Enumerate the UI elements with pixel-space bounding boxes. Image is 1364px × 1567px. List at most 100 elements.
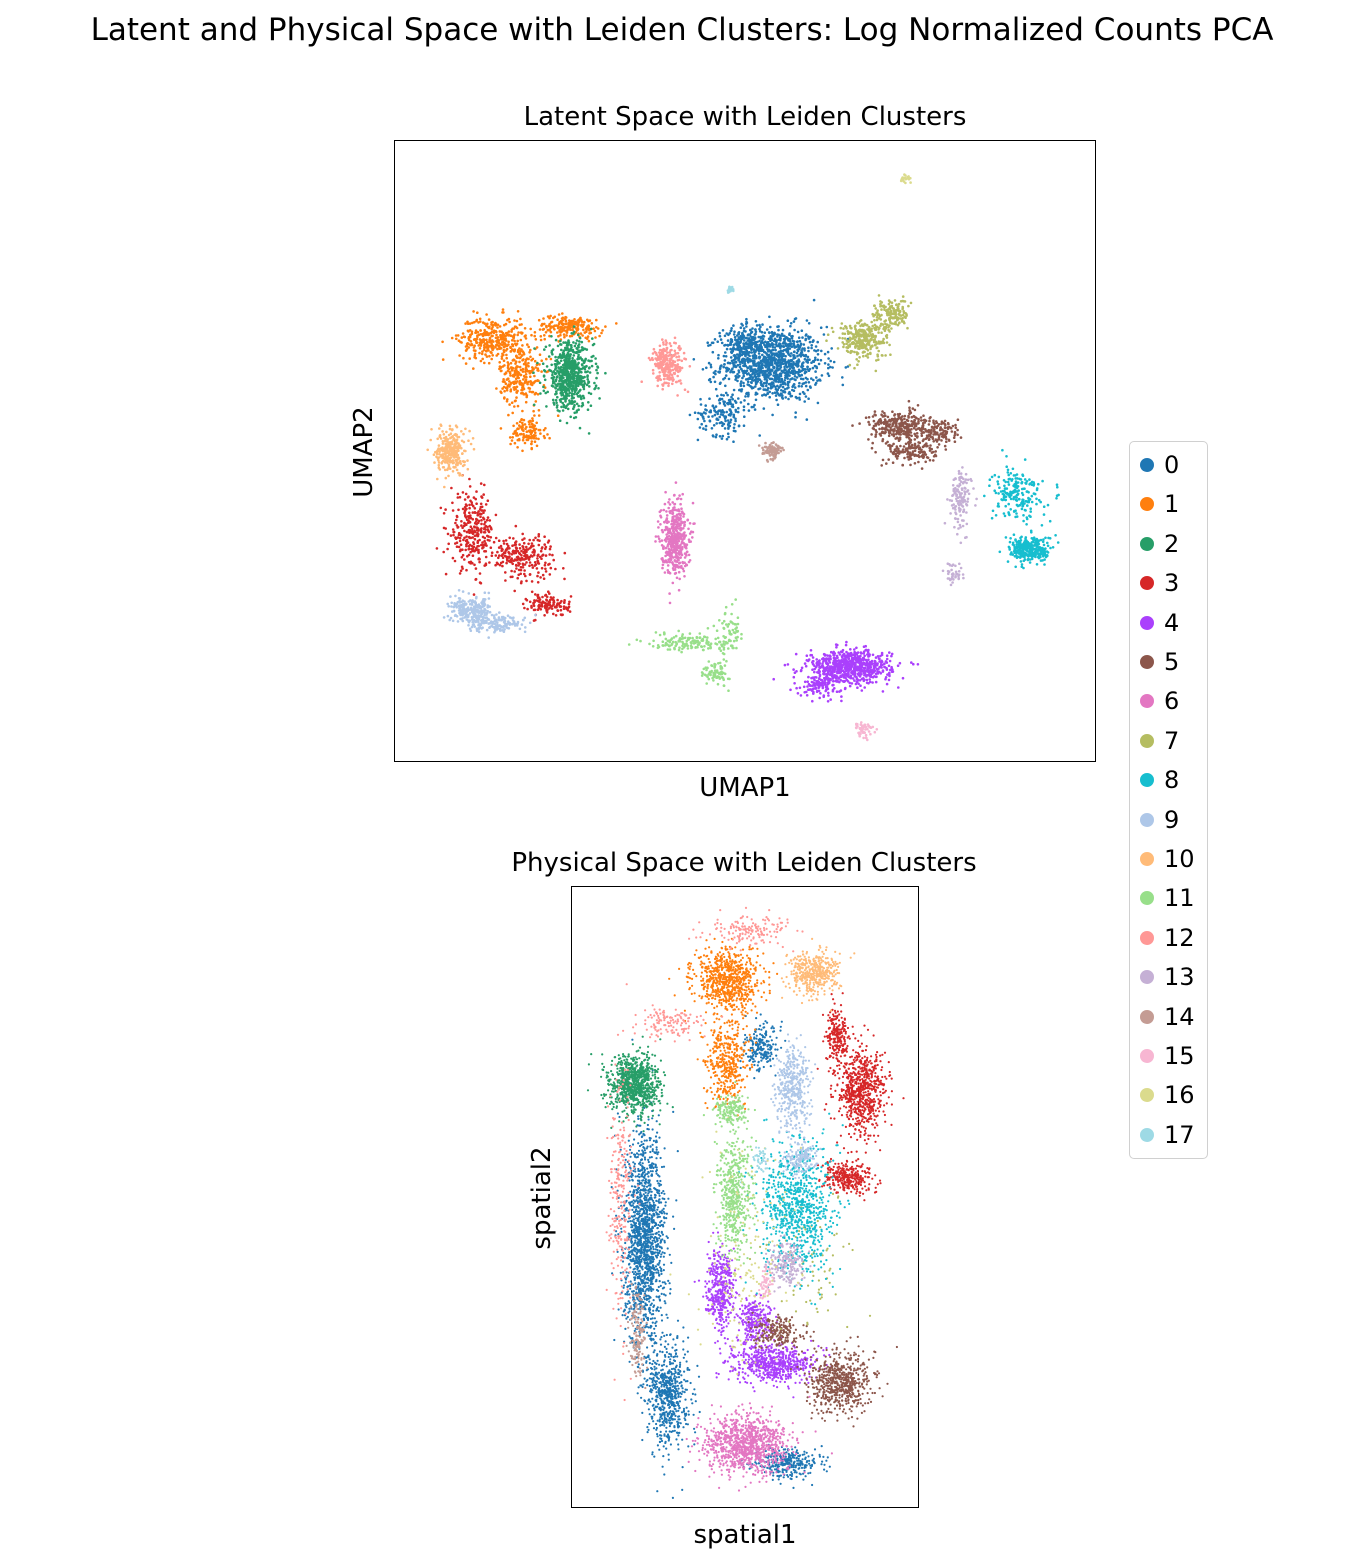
scatter-point bbox=[750, 351, 753, 354]
scatter-point bbox=[483, 543, 486, 546]
scatter-point bbox=[776, 354, 779, 358]
scatter-point bbox=[473, 356, 476, 359]
scatter-point bbox=[604, 325, 607, 328]
scatter-point bbox=[857, 655, 861, 658]
scatter-point bbox=[898, 432, 901, 436]
scatter-point bbox=[524, 360, 527, 364]
scatter-point bbox=[750, 347, 753, 351]
scatter-point bbox=[780, 361, 784, 365]
scatter-point bbox=[743, 359, 747, 363]
scatter-point bbox=[560, 355, 564, 358]
scatter-point bbox=[478, 351, 481, 355]
scatter-point bbox=[885, 682, 889, 686]
scatter-point bbox=[543, 436, 546, 440]
scatter-point bbox=[754, 355, 757, 358]
scatter-point bbox=[885, 657, 889, 661]
scatter-point bbox=[516, 365, 519, 368]
scatter-point bbox=[527, 380, 530, 384]
scatter-point bbox=[473, 534, 477, 538]
scatter-point bbox=[787, 339, 790, 342]
scatter-point bbox=[845, 678, 849, 682]
scatter-point bbox=[860, 662, 863, 666]
scatter-point bbox=[773, 346, 777, 349]
scatter-point bbox=[787, 386, 790, 389]
scatter-point bbox=[556, 395, 559, 399]
scatter-point bbox=[520, 549, 523, 553]
scatter-point bbox=[870, 661, 873, 665]
scatter-point bbox=[530, 590, 534, 594]
scatter-point bbox=[854, 672, 857, 675]
scatter-point bbox=[920, 467, 924, 470]
scatter-point bbox=[826, 683, 829, 686]
scatter-point bbox=[485, 518, 489, 522]
scatter-point bbox=[912, 414, 916, 418]
scatter-point bbox=[753, 373, 757, 377]
scatter-point bbox=[727, 361, 730, 365]
scatter-point bbox=[881, 415, 885, 418]
scatter-point bbox=[505, 378, 509, 381]
scatter-point bbox=[463, 524, 466, 527]
scatter-point bbox=[793, 682, 796, 685]
scatter-point bbox=[792, 361, 795, 364]
scatter-point bbox=[715, 422, 718, 425]
scatter-point bbox=[522, 387, 526, 391]
scatter-point bbox=[504, 337, 507, 340]
scatter-point bbox=[724, 419, 727, 423]
scatter-point bbox=[506, 318, 509, 322]
scatter-point bbox=[521, 421, 524, 425]
scatter-point bbox=[772, 343, 775, 346]
scatter-point bbox=[882, 431, 886, 434]
scatter-point bbox=[593, 387, 596, 391]
scatter-point bbox=[703, 419, 706, 423]
scatter-point bbox=[475, 502, 478, 506]
scatter-point bbox=[544, 545, 548, 549]
scatter-point bbox=[564, 386, 567, 390]
scatter-point bbox=[543, 337, 546, 341]
scatter-point bbox=[790, 337, 794, 340]
scatter-point bbox=[908, 409, 912, 413]
scatter-point bbox=[864, 666, 867, 670]
scatter-point bbox=[887, 458, 890, 461]
scatter-point bbox=[818, 666, 821, 669]
scatter-point bbox=[781, 394, 784, 397]
scatter-point bbox=[503, 396, 506, 399]
scatter-point bbox=[757, 377, 760, 381]
scatter-point bbox=[559, 377, 562, 380]
scatter-point bbox=[734, 374, 737, 378]
scatter-point bbox=[595, 326, 598, 329]
scatter-point bbox=[875, 675, 878, 678]
scatter-point bbox=[781, 382, 785, 386]
scatter-point bbox=[913, 419, 916, 422]
scatter-point bbox=[502, 353, 505, 357]
scatter-point bbox=[873, 669, 876, 673]
scatter-point bbox=[832, 360, 836, 364]
scatter-point bbox=[564, 316, 568, 319]
scatter-point bbox=[736, 379, 739, 383]
scatter-point bbox=[518, 424, 521, 427]
scatter-point bbox=[533, 549, 536, 553]
scatter-point bbox=[724, 355, 728, 358]
scatter-point bbox=[811, 676, 815, 679]
scatter-point bbox=[537, 553, 540, 557]
scatter-point bbox=[765, 388, 768, 392]
scatter-point bbox=[539, 338, 543, 342]
scatter-point bbox=[748, 333, 752, 336]
scatter-point bbox=[588, 371, 592, 374]
scatter-point bbox=[734, 348, 738, 351]
scatter-point bbox=[771, 386, 774, 389]
scatter-point bbox=[768, 315, 771, 319]
scatter-point bbox=[838, 690, 841, 693]
scatter-point bbox=[533, 392, 537, 396]
scatter-point bbox=[583, 320, 586, 324]
scatter-point bbox=[544, 561, 547, 565]
scatter-point bbox=[534, 379, 537, 383]
scatter-point bbox=[530, 422, 534, 426]
scatter-point bbox=[555, 401, 558, 405]
scatter-point bbox=[530, 446, 533, 450]
scatter-point bbox=[568, 385, 571, 389]
scatter-point bbox=[577, 404, 580, 408]
scatter-point bbox=[827, 694, 830, 697]
scatter-point bbox=[742, 374, 745, 378]
scatter-point bbox=[483, 483, 486, 487]
scatter-point bbox=[573, 403, 576, 407]
